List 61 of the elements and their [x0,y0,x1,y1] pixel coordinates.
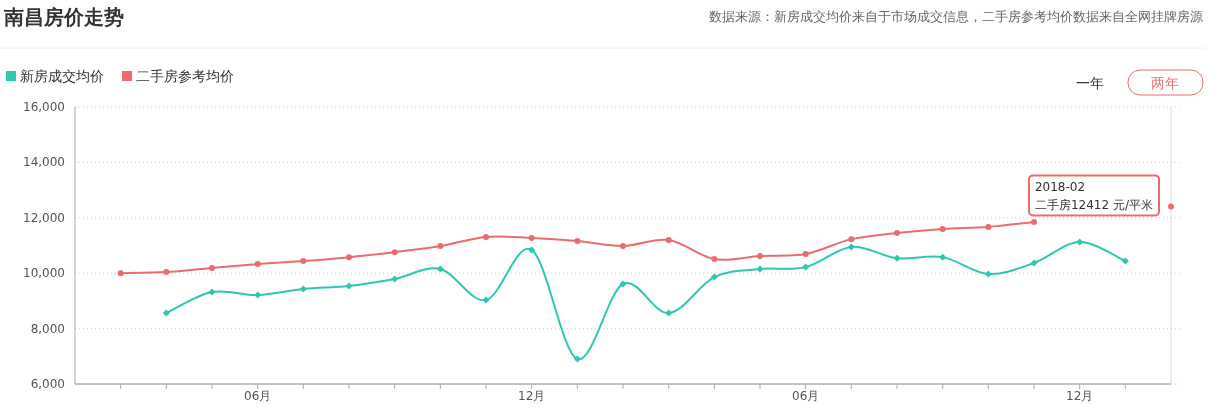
point [162,309,170,317]
point [1031,218,1037,225]
y-tick-label: 8,000 [30,321,65,336]
point [984,270,992,278]
point [939,225,946,232]
point [985,223,992,230]
chart-title: 南昌房价走势 [3,5,124,29]
legend-label: 二手房参考均价 [136,68,234,84]
source-note: 数据来源：新房成交均价来自于市场成交信息，二手房参考均价数据来自全网挂牌房源 [709,9,1203,24]
point [208,288,216,296]
point [711,256,718,263]
x-tick-label: 06月 [244,389,272,403]
point [710,273,718,281]
point [483,233,489,240]
text: 一年 [1076,75,1104,91]
legend-label: 新房成交均价 [20,68,104,84]
point [1076,238,1084,246]
point [894,230,900,237]
point [436,265,444,273]
point [620,243,626,250]
point [756,265,764,273]
point [209,264,215,271]
x-tick-label: 12月 [1066,389,1094,403]
point [1030,259,1038,267]
point [665,236,672,243]
point [482,296,490,304]
text: 两年 [1151,75,1179,91]
point [619,280,627,288]
point [802,263,810,271]
y-tick-label: 16,000 [23,100,65,114]
point [117,270,124,277]
point [939,253,947,261]
y-tick-label: 6,000 [30,377,65,391]
point [300,258,307,265]
point [528,235,535,242]
point [391,249,398,256]
point [346,254,352,261]
point [573,355,581,363]
point [437,243,444,250]
point [345,282,353,290]
point [391,275,399,283]
x-tick-label: 06月 [792,389,820,403]
point [254,291,262,299]
point [802,251,809,258]
y-tick-label: 12,000 [23,210,65,225]
point [893,254,901,262]
point [1121,257,1129,265]
y-tick-label: 10,000 [23,266,65,281]
x-tick-label: 12月 [518,389,546,403]
y-tick-label: 14,000 [23,155,65,170]
point [847,243,855,251]
point [757,253,763,260]
point [254,261,261,268]
point [163,269,170,276]
point [665,309,673,317]
point [1168,203,1174,210]
point [299,285,307,293]
point [848,236,855,243]
annotation: 2018-02 二手房12412 元/平米 [1034,180,1153,213]
point [528,246,536,254]
point [574,238,581,245]
